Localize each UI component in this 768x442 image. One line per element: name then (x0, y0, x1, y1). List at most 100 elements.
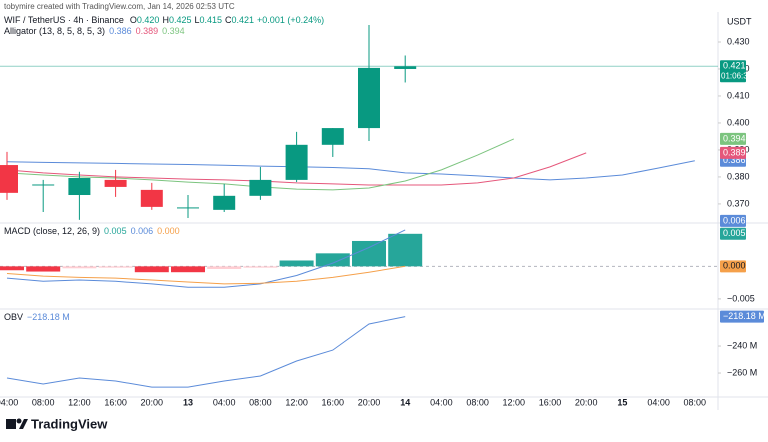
candle-body (32, 184, 55, 186)
y-tick-label: 0.430 (727, 36, 750, 46)
price-tag (720, 214, 746, 227)
price-tag-label: 0.394 (723, 133, 746, 143)
legend: WIF / TetherUS · 4h · Binance O0.420 H0.42… (4, 15, 324, 25)
footer-logo: TradingView (6, 416, 108, 431)
legend-change: +0.001 (+0.24%) (257, 15, 324, 25)
x-tick-label: 04:00 (430, 397, 453, 407)
indicator-value: 0.394 (162, 26, 185, 36)
x-tick-label: 08:00 (32, 397, 55, 407)
indicator-line (6, 316, 406, 388)
legend-key: L (194, 15, 199, 25)
symbol-title: WIF / TetherUS · 4h · Binance (4, 15, 124, 25)
candle-body (285, 144, 308, 180)
histogram-bar (134, 266, 169, 273)
candle-body (249, 179, 272, 196)
legend: Alligator (13, 8, 5, 8, 5, 3) 0.386 0.389 0… (4, 26, 185, 36)
histogram-bar (62, 266, 97, 269)
histogram-bar (315, 253, 350, 267)
histogram-bar (0, 266, 24, 271)
histogram-bar (388, 233, 423, 267)
indicator-line (6, 229, 406, 288)
candle-body (104, 179, 127, 187)
candle-body (321, 128, 344, 145)
legend-key: H (162, 15, 169, 25)
candle-body (140, 189, 163, 207)
brand: TradingView (31, 416, 108, 431)
price-tag-label: 0.386 (723, 155, 746, 165)
x-tick-label: 08:00 (684, 397, 707, 407)
candle-body (394, 66, 417, 69)
x-tick-label: 04:00 (213, 397, 236, 407)
x-tick-label: 12:00 (503, 397, 526, 407)
candle-body (213, 195, 236, 210)
legend-value: 0.420 (137, 15, 160, 25)
legend-key: C (225, 15, 232, 25)
indicator-line (6, 160, 695, 181)
histogram-bar (279, 260, 314, 267)
candle-body (0, 165, 18, 193)
price-tag-label: 0.005 (723, 228, 746, 238)
x-tick-label: 15 (617, 397, 627, 407)
price-tag-label: 0.421 (723, 61, 746, 71)
histogram-bar (243, 266, 278, 268)
x-tick-label: 16:00 (539, 397, 562, 407)
x-tick-label: 16:00 (104, 397, 127, 407)
indicator-value: 0.389 (136, 26, 159, 36)
indicator-line (6, 152, 587, 186)
legend-key: O (130, 15, 137, 25)
x-tick-label: 20:00 (141, 397, 164, 407)
legend: MACD (close, 12, 26, 9) 0.005 0.006 0.000 (4, 226, 180, 236)
candle-body (177, 207, 199, 209)
y-tick-label: 0.370 (727, 198, 750, 208)
price-tag-label: 0.006 (723, 215, 746, 225)
price-tag (720, 260, 746, 273)
indicator-value: 0.000 (157, 226, 180, 236)
price-tag (720, 146, 746, 159)
price-tag (720, 60, 746, 83)
price-tag (720, 132, 746, 145)
x-tick-label: 20:00 (358, 397, 381, 407)
x-tick-label: 12:00 (285, 397, 308, 407)
x-tick-label: 04:00 (647, 397, 670, 407)
countdown: 01:06:30 (721, 71, 753, 80)
price-tag-label: 0.389 (723, 147, 746, 157)
histogram-bar (207, 266, 242, 269)
price-tag-label: −218.18 M (723, 311, 766, 321)
x-tick-label: 14 (400, 397, 410, 407)
y-tick-label: −0.005 (727, 293, 755, 303)
price-tag (720, 227, 746, 240)
y-tick-label: 0.410 (727, 90, 750, 100)
candle-body (358, 67, 380, 129)
indicator-line (6, 265, 406, 285)
histogram-bar (352, 240, 386, 267)
y-tick-label: 0.380 (727, 171, 750, 181)
indicator-value: −218.18 M (27, 312, 70, 322)
x-tick-label: 16:00 (322, 397, 345, 407)
attribution: tobymire created with TradingView.com, J… (4, 2, 235, 11)
legend-value: 0.421 (232, 15, 255, 25)
indicator-value: 0.006 (131, 226, 154, 236)
candle-body (68, 178, 91, 196)
histogram-bar (98, 266, 133, 268)
y-tick-label: −240 M (727, 340, 757, 350)
x-tick-label: 12:00 (68, 397, 91, 407)
legend: OBV −218.18 M (4, 312, 70, 322)
indicator-title: Alligator (13, 8, 5, 8, 5, 3) (4, 26, 105, 36)
x-tick-label: 20:00 (575, 397, 598, 407)
indicator-value: 0.386 (109, 26, 132, 36)
x-tick-label: 13 (183, 397, 193, 407)
currency: USDT (727, 16, 752, 26)
indicator-title: MACD (close, 12, 26, 9) (4, 226, 100, 236)
histogram-bar (26, 266, 61, 272)
price-tag (720, 310, 764, 323)
indicator-value: 0.005 (104, 226, 127, 236)
y-tick-label: 0.400 (727, 117, 750, 127)
x-tick-label: 04:00 (0, 397, 18, 407)
legend-value: 0.415 (199, 15, 222, 25)
legend-value: 0.425 (169, 15, 192, 25)
x-tick-label: 08:00 (466, 397, 489, 407)
price-tag-label: 0.000 (723, 261, 746, 271)
indicator-title: OBV (4, 312, 23, 322)
histogram-bar (171, 266, 205, 273)
